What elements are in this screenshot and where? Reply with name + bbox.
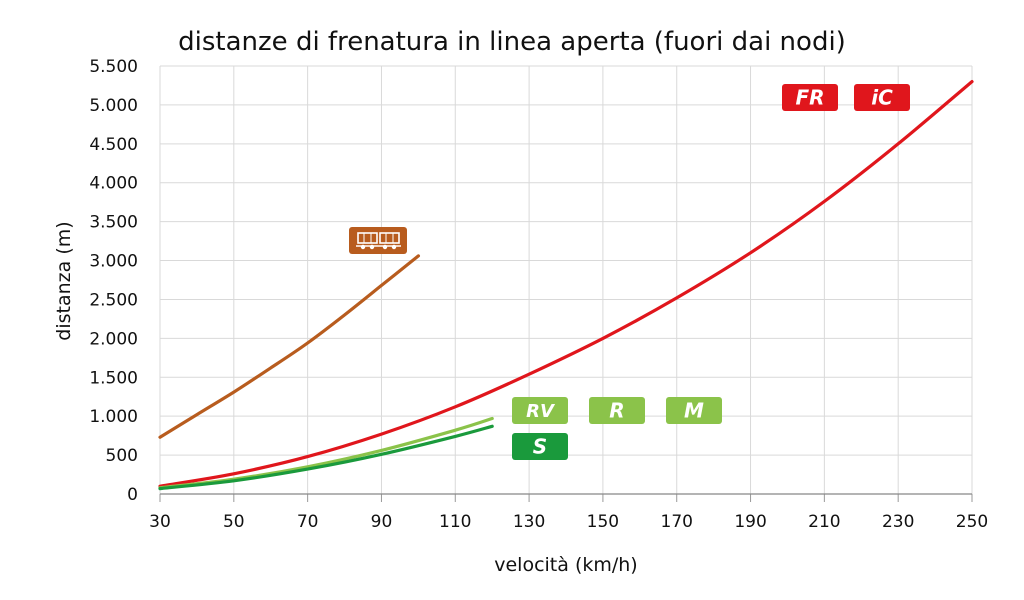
badge-label: iC — [871, 86, 893, 110]
badge-background — [512, 433, 568, 460]
badge-label: S — [533, 435, 547, 459]
badge-background — [589, 397, 645, 424]
x-tick-label: 90 — [371, 512, 393, 532]
wagon-body — [357, 232, 378, 244]
badge-background — [782, 84, 838, 111]
series-group — [158, 80, 974, 491]
y-tick-label: 1.000 — [89, 407, 138, 427]
y-tick-label: 4.000 — [89, 174, 138, 194]
x-tick-label: 30 — [149, 512, 171, 532]
series-line-0 — [158, 254, 420, 439]
y-tick-label: 3.500 — [89, 213, 138, 233]
badges-group: FR iC RV R M S — [349, 84, 910, 460]
y-tick-label: 4.500 — [89, 135, 138, 155]
badge-rv: RV — [512, 397, 568, 424]
x-axis-label: velocità (km/h) — [494, 554, 637, 576]
badge-m: M — [666, 397, 722, 424]
y-tick-label: 5.500 — [89, 57, 138, 77]
badge-s: S — [512, 433, 568, 460]
badge-fr: FR — [782, 84, 838, 111]
badge-r: R — [589, 397, 645, 424]
x-tick-label: 170 — [661, 512, 693, 532]
chart-title: distanze di frenatura in linea aperta (f… — [178, 27, 846, 57]
x-tick-label: 210 — [808, 512, 840, 532]
x-tick-label: 250 — [956, 512, 988, 532]
y-tick-label: 500 — [106, 446, 138, 466]
series-line-3 — [158, 424, 494, 491]
x-tick-label: 70 — [297, 512, 319, 532]
badge-label: R — [609, 399, 624, 423]
axes: 30 50 70 90 110 130 150 170 190 210 230 250 0 500 1.00… — [89, 57, 988, 532]
y-axis-label: distanza (m) — [53, 221, 75, 340]
y-tick-label: 2.000 — [89, 329, 138, 349]
wagon-body — [379, 232, 400, 244]
y-tick-label: 1.500 — [89, 368, 138, 388]
x-tick-label: 190 — [734, 512, 766, 532]
x-tick-label: 130 — [513, 512, 545, 532]
badge-label: M — [684, 399, 704, 423]
badge-ic: iC — [854, 84, 910, 111]
badge-label: FR — [795, 86, 824, 110]
badge-background — [854, 84, 910, 111]
x-tick-label: 230 — [882, 512, 914, 532]
y-tick-label: 0 — [127, 485, 138, 505]
x-tick-label: 110 — [439, 512, 471, 532]
badge-label: RV — [526, 401, 556, 422]
y-tick-label: 5.000 — [89, 96, 138, 116]
series-line-1 — [158, 80, 974, 488]
badge-background — [512, 397, 568, 424]
x-tick-label: 50 — [223, 512, 245, 532]
y-tick-label: 3.000 — [89, 252, 138, 272]
badge-background — [666, 397, 722, 424]
grid — [159, 65, 973, 495]
freight-train-icon — [349, 227, 407, 254]
y-tick-label: 2.500 — [89, 290, 138, 310]
x-tick-label: 150 — [587, 512, 619, 532]
